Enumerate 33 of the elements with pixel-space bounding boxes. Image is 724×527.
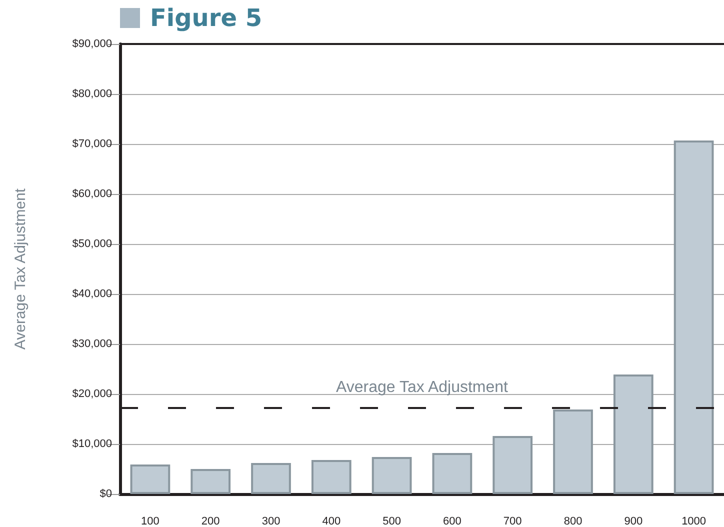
x-tick-label: 200 [201, 516, 220, 527]
y-tick-label: $20,000 [72, 388, 112, 400]
x-tick-label: 1000 [682, 516, 706, 527]
y-axis-title: Average Tax Adjustment [12, 188, 29, 350]
y-tick-label: $40,000 [72, 288, 112, 300]
y-tick-label: $50,000 [72, 238, 112, 250]
y-tick-label: $10,000 [72, 438, 112, 450]
x-tick-label: 500 [382, 516, 401, 527]
bar [613, 374, 654, 494]
bar [130, 464, 170, 494]
x-tick-label: 400 [322, 516, 341, 527]
y-tick-label: $0 [100, 488, 112, 500]
x-tick-label: 100 [141, 516, 160, 527]
bar [251, 463, 291, 494]
ref-line-label: Average Tax Adjustment [336, 379, 509, 396]
y-tick-label: $80,000 [72, 88, 112, 100]
bar [492, 436, 533, 494]
x-tick-label: 600 [443, 516, 462, 527]
x-tick-label: 800 [564, 516, 582, 527]
bar [311, 460, 352, 494]
bar [432, 453, 472, 494]
bar [553, 410, 593, 494]
x-tick-label: 700 [503, 516, 522, 527]
y-tick-label: $60,000 [72, 188, 112, 200]
x-tick-label: 900 [624, 516, 643, 527]
x-tick-label: 300 [262, 516, 280, 527]
y-tick-label: $30,000 [72, 338, 112, 350]
y-tick-label: $90,000 [72, 38, 112, 50]
bar [372, 457, 412, 494]
bar [674, 140, 714, 494]
chart-title: Figure 5 [150, 4, 262, 32]
y-tick-label: $70,000 [72, 138, 112, 150]
bar [190, 469, 231, 494]
